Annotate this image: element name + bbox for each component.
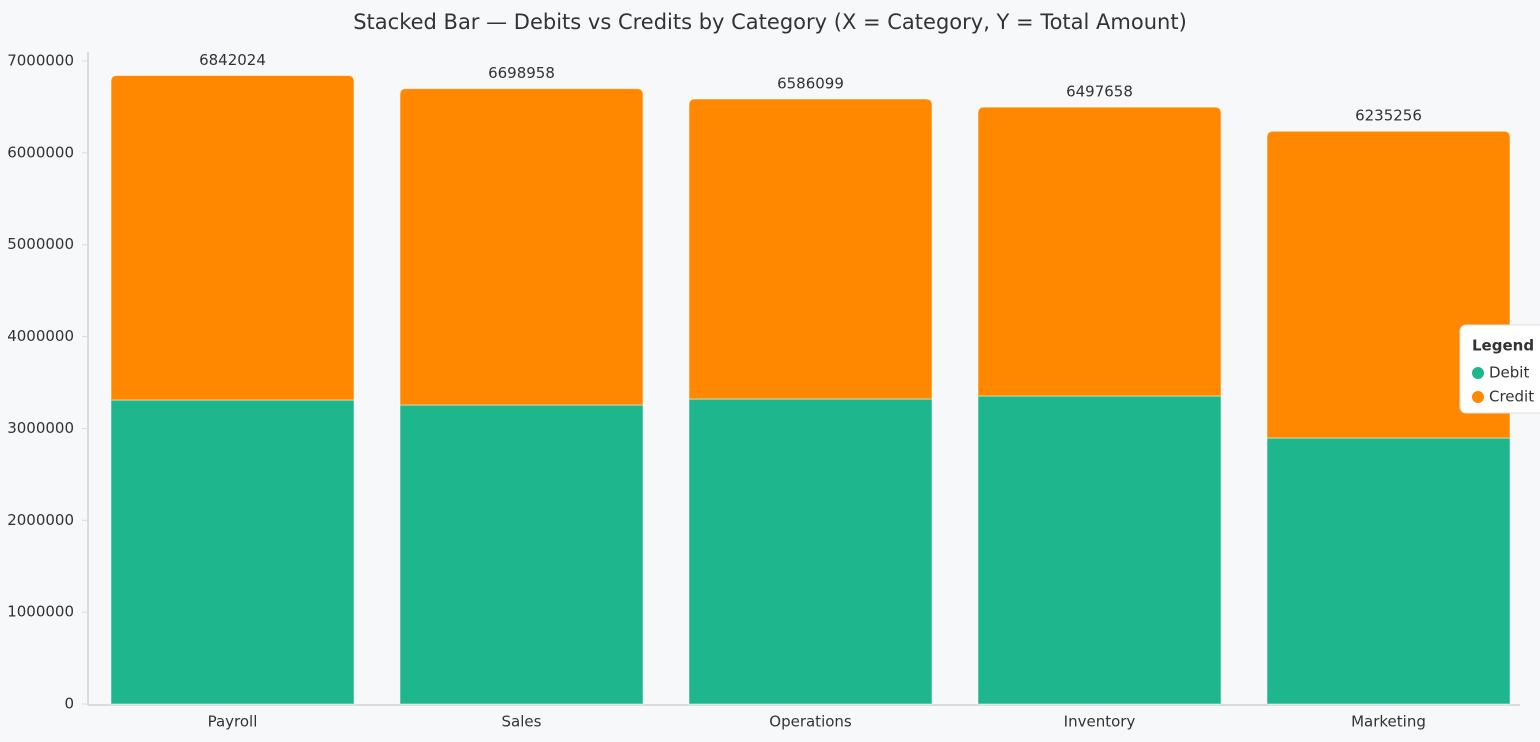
bar-segment [399,404,644,705]
x-tick-label: Inventory [1064,713,1136,731]
bar-segment [110,399,355,705]
x-tick-label: Operations [769,713,852,731]
total-label: 6497658 [1066,83,1133,101]
x-tick-label: Marketing [1351,713,1426,731]
legend-label: Credit [1489,388,1534,406]
chart-title: Stacked Bar — Debits vs Credits by Categ… [353,10,1187,34]
bar-segment [977,395,1222,705]
legend-swatch [1472,367,1484,379]
total-label: 6586099 [777,75,844,93]
y-tick-label: 2000000 [7,511,74,529]
total-label: 6698958 [488,64,555,82]
y-tick-label: 1000000 [7,603,74,621]
y-tick-label: 6000000 [7,143,74,161]
legend-label: Debit [1489,364,1529,382]
bar-segment [1266,437,1511,705]
bar-segment [399,88,644,406]
y-tick-label: 5000000 [7,235,74,253]
bar-segment [110,75,355,401]
bar-segment [688,98,933,400]
total-label: 6235256 [1355,107,1422,125]
y-tick-label: 0 [64,695,74,713]
legend-swatch [1472,391,1484,403]
legend-box [1459,324,1540,414]
x-tick-label: Sales [502,713,542,731]
x-tick-label: Payroll [208,713,258,731]
bar-segment [977,106,1222,397]
bar-segment [1266,130,1511,439]
legend-title: Legend [1472,337,1534,355]
y-tick-label: 4000000 [7,327,74,345]
bar-segment [688,398,933,705]
y-tick-label: 7000000 [7,52,74,70]
y-tick-label: 3000000 [7,419,74,437]
total-label: 6842024 [199,51,266,69]
